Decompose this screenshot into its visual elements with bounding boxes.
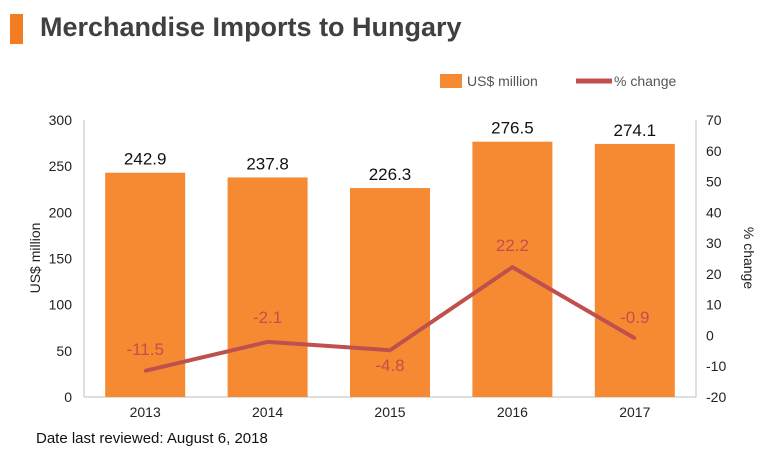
y-tick-left-label: 50 [56, 343, 72, 359]
change-value-label: -4.8 [375, 356, 404, 375]
y-tick-left-label: 0 [64, 389, 72, 405]
title-accent-bar [10, 14, 23, 44]
y-tick-left-label: 100 [49, 297, 73, 313]
y-tick-right-label: 30 [706, 235, 722, 251]
y-tick-right-label: -20 [706, 389, 726, 405]
change-point [510, 265, 514, 269]
change-value-label: 22.2 [496, 236, 529, 255]
change-point [266, 340, 270, 344]
x-tick-label: 2016 [497, 404, 528, 420]
bar [105, 172, 186, 397]
bar-value-label: 276.5 [491, 119, 534, 138]
legend-swatch-bar [440, 74, 462, 88]
y-tick-right-label: 40 [706, 204, 722, 220]
y-tick-left-label: 200 [49, 204, 73, 220]
y-tick-right-label: 60 [706, 143, 722, 159]
legend-label-line: % change [614, 73, 676, 89]
bar-value-label: 226.3 [369, 165, 412, 184]
bar-value-label: 242.9 [124, 150, 167, 169]
chart-title: Merchandise Imports to Hungary [40, 12, 462, 42]
change-point [388, 348, 392, 352]
y-tick-right-label: 70 [706, 112, 722, 128]
y-tick-right-label: 0 [706, 327, 714, 343]
date-last-reviewed: Date last reviewed: August 6, 2018 [36, 430, 268, 447]
change-value-label: -0.9 [620, 308, 649, 327]
x-tick-label: 2015 [374, 404, 405, 420]
x-tick-label: 2014 [252, 404, 283, 420]
bar [350, 188, 430, 397]
y-tick-left-label: 300 [49, 112, 73, 128]
y-tick-right-label: 50 [706, 174, 722, 190]
bar-value-label: 237.8 [246, 154, 289, 173]
y-tick-right-label: 10 [706, 297, 722, 313]
bar [594, 143, 675, 397]
bar-value-label: 274.1 [614, 121, 657, 140]
x-tick-label: 2013 [130, 404, 161, 420]
x-tick-label: 2017 [619, 404, 650, 420]
change-point [143, 369, 147, 373]
bar [227, 177, 308, 397]
y-tick-right-label: 20 [706, 266, 722, 282]
y-tick-left-label: 150 [49, 251, 73, 267]
y-axis-left-title: US$ million [27, 223, 43, 294]
legend-label-bar: US$ million [467, 73, 538, 89]
change-value-label: -2.1 [253, 308, 282, 327]
change-value-label: -11.5 [126, 340, 164, 359]
y-tick-right-label: -10 [706, 358, 726, 374]
y-axis-right-title: % change [741, 227, 757, 289]
change-point [633, 336, 637, 340]
y-tick-left-label: 250 [49, 158, 73, 174]
